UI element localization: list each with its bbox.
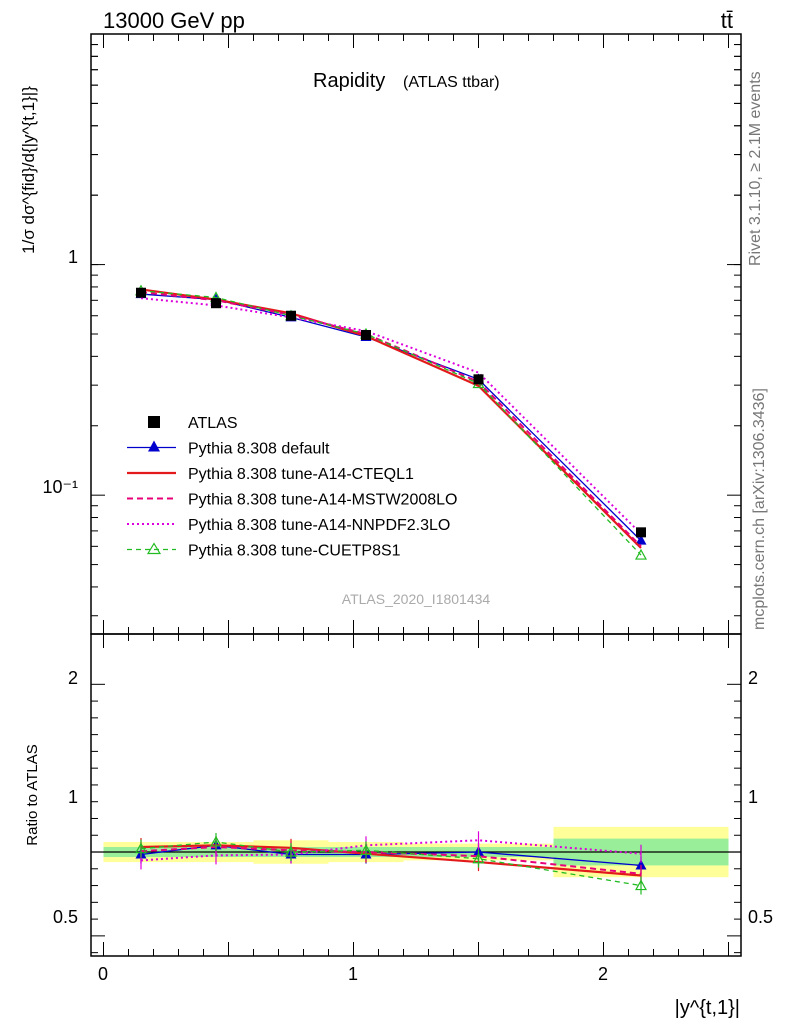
ratio-point-cuetp8s1 <box>359 844 373 855</box>
ratio-ytick-label-1: 1 <box>68 787 78 807</box>
atlas-data-point <box>286 310 296 321</box>
rivet-label: Rivet 3.1.10, ≥ 2.1M events <box>747 71 764 266</box>
ratio-point-cuetp8s1 <box>472 852 485 864</box>
energy-label: 13000 GeV pp <box>103 8 245 33</box>
ratio-uncertainty-bands <box>91 826 741 878</box>
legend-entry-0: ATLAS <box>188 415 238 432</box>
ratio-ytick-label-right-2: 2 <box>748 668 758 688</box>
main-ytick-label-0.1: 10⁻¹ <box>42 477 78 497</box>
legend-marker-default <box>148 440 160 452</box>
legend-entry-5: Pythia 8.308 tune-CUETP8S1 <box>188 543 401 560</box>
ratio-point-default <box>635 859 647 870</box>
process-label: tt̄ <box>721 8 733 33</box>
ratio-point-cuetp8s1 <box>209 835 223 847</box>
atlas-data-point <box>361 330 371 341</box>
ratio-ytick-label-2: 2 <box>68 668 78 688</box>
ratio-panel: 2 1 0.5 2 1 0.5 0 1 2 Ratio to ATLAS |y^… <box>24 633 773 1019</box>
ratio-plot-frame <box>90 633 742 957</box>
ratio-series-line-3 <box>140 839 642 862</box>
atlas-data-point <box>211 298 221 309</box>
ratio-ylabel: Ratio to ATLAS <box>24 744 41 845</box>
ratio-axis-ticks <box>91 634 741 956</box>
chart-title: Rapidity <box>313 70 385 92</box>
xtick-label-0: 0 <box>98 964 108 984</box>
atlas-data-point <box>636 527 646 538</box>
ratio-series-line-1 <box>140 844 642 877</box>
main-ylabel: 1/σ dσ^{fid}/d{|y^{t,1}|} <box>19 86 38 254</box>
ratio-ytick-label-right-1: 1 <box>748 787 758 807</box>
legend-marker-cuetp8s1 <box>146 542 162 555</box>
ratio-series-line-2 <box>140 845 642 875</box>
ratio-point-cuetp8s1 <box>634 879 648 891</box>
xtick-label-1: 1 <box>348 964 358 984</box>
analysis-id-label: ATLAS_2020_I1801434 <box>342 591 491 607</box>
main-point-default <box>635 534 647 545</box>
main-axis-ticks <box>91 34 741 634</box>
ratio-series <box>134 831 648 895</box>
atlas-data-point <box>473 374 484 385</box>
chart-subtitle: (ATLAS ttbar) <box>403 74 500 91</box>
ratio-ytick-label-right-0.5: 0.5 <box>748 907 773 927</box>
ratio-point-cuetp8s1 <box>134 842 148 854</box>
main-series-line-4 <box>140 297 642 535</box>
main-panel: Rapidity (ATLAS ttbar) ATLAS_2020_I18014… <box>19 33 742 635</box>
ratio-point-cuetp8s1 <box>284 845 298 857</box>
xlabel: |y^{t,1}| <box>675 997 740 1019</box>
legend-entry-1: Pythia 8.308 default <box>188 441 330 458</box>
xtick-label-2: 2 <box>598 964 608 984</box>
main-point-cuetp8s1 <box>634 548 648 560</box>
atlas-data-point <box>136 287 146 298</box>
mcplots-label: mcplots.cern.ch [arXiv:1306.3436] <box>751 388 768 630</box>
legend-entry-3: Pythia 8.308 tune-A14-MSTW2008LO <box>188 492 457 509</box>
legend-entry-4: Pythia 8.308 tune-A14-NNPDF2.3LO <box>188 517 450 534</box>
main-ytick-label-1: 1 <box>68 247 78 267</box>
legend: ATLAS Pythia 8.308 default Pythia 8.308 tu… <box>127 415 457 560</box>
main-series <box>134 284 648 560</box>
legend-marker-atlas <box>148 416 160 428</box>
ratio-ytick-label-0.5: 0.5 <box>53 907 78 927</box>
main-series-line-5 <box>140 290 642 556</box>
legend-entry-2: Pythia 8.308 tune-A14-CTEQL1 <box>188 466 414 483</box>
